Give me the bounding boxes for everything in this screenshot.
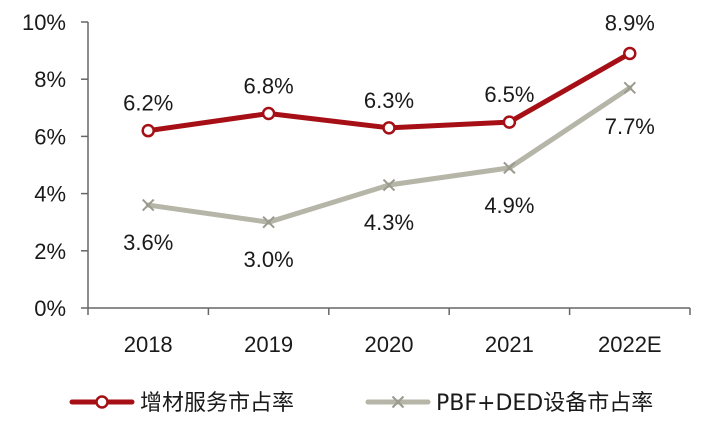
data-label: 3.0% <box>244 247 294 272</box>
x-tick-label: 2022E <box>598 332 662 357</box>
data-point-circle <box>141 123 155 138</box>
data-point-x <box>141 198 155 212</box>
x-tick-label: 2018 <box>124 332 173 357</box>
legend-label: 增材服务市占率 <box>140 391 294 416</box>
legend-label: PBF+DED设备市占率 <box>436 391 653 416</box>
y-tick-label: 10% <box>22 10 66 35</box>
x-tick-label: 2020 <box>365 332 414 357</box>
data-label: 6.8% <box>244 74 294 99</box>
y-tick-label: 8% <box>34 67 66 92</box>
y-tick-label: 0% <box>34 296 66 321</box>
legend-item-equipment-share: PBF+DED设备市占率 <box>365 391 653 416</box>
data-label: 7.7% <box>605 114 655 139</box>
series-service-share: 6.2% 6.8% 6.3% 6.5% 8.9% <box>123 10 655 138</box>
legend: 增材服务市占率 PBF+DED设备市占率 <box>69 391 653 416</box>
data-label: 3.6% <box>123 230 173 255</box>
data-point-circle <box>623 46 637 61</box>
data-point-circle <box>382 121 396 135</box>
x-axis: 2018 2019 2020 2021 2022E <box>87 307 691 357</box>
y-tick-label: 4% <box>34 182 66 207</box>
data-label: 4.3% <box>364 210 414 235</box>
x-tick-label: 2021 <box>485 332 534 357</box>
data-label: 6.2% <box>123 91 173 116</box>
y-axis: 0% 2% 4% 6% 8% 10% <box>22 10 89 321</box>
data-label: 6.3% <box>364 88 414 113</box>
y-tick-label: 6% <box>34 124 66 149</box>
series-layer: 3.6% 3.0% 4.3% 4.9% 7.7% 6.2% 6.8% 6.3% 6.5% 8.9% <box>123 10 655 272</box>
series-equipment-share: 3.6% 3.0% 4.3% 4.9% 7.7% <box>123 81 655 272</box>
legend-marker-x <box>391 395 405 409</box>
data-point-x <box>382 178 396 192</box>
data-label: 4.9% <box>484 193 534 218</box>
data-point-x <box>623 81 637 94</box>
data-point-x <box>503 161 516 175</box>
data-label: 8.9% <box>605 10 655 35</box>
y-tick-label: 2% <box>34 239 66 264</box>
data-point-circle <box>261 106 276 121</box>
legend-item-service-share: 增材服务市占率 <box>69 391 294 416</box>
data-label: 6.5% <box>484 82 534 107</box>
data-point-x <box>262 215 275 229</box>
legend-marker-circle <box>95 395 109 409</box>
x-tick-label: 2019 <box>244 332 293 357</box>
data-point-circle <box>502 115 517 129</box>
